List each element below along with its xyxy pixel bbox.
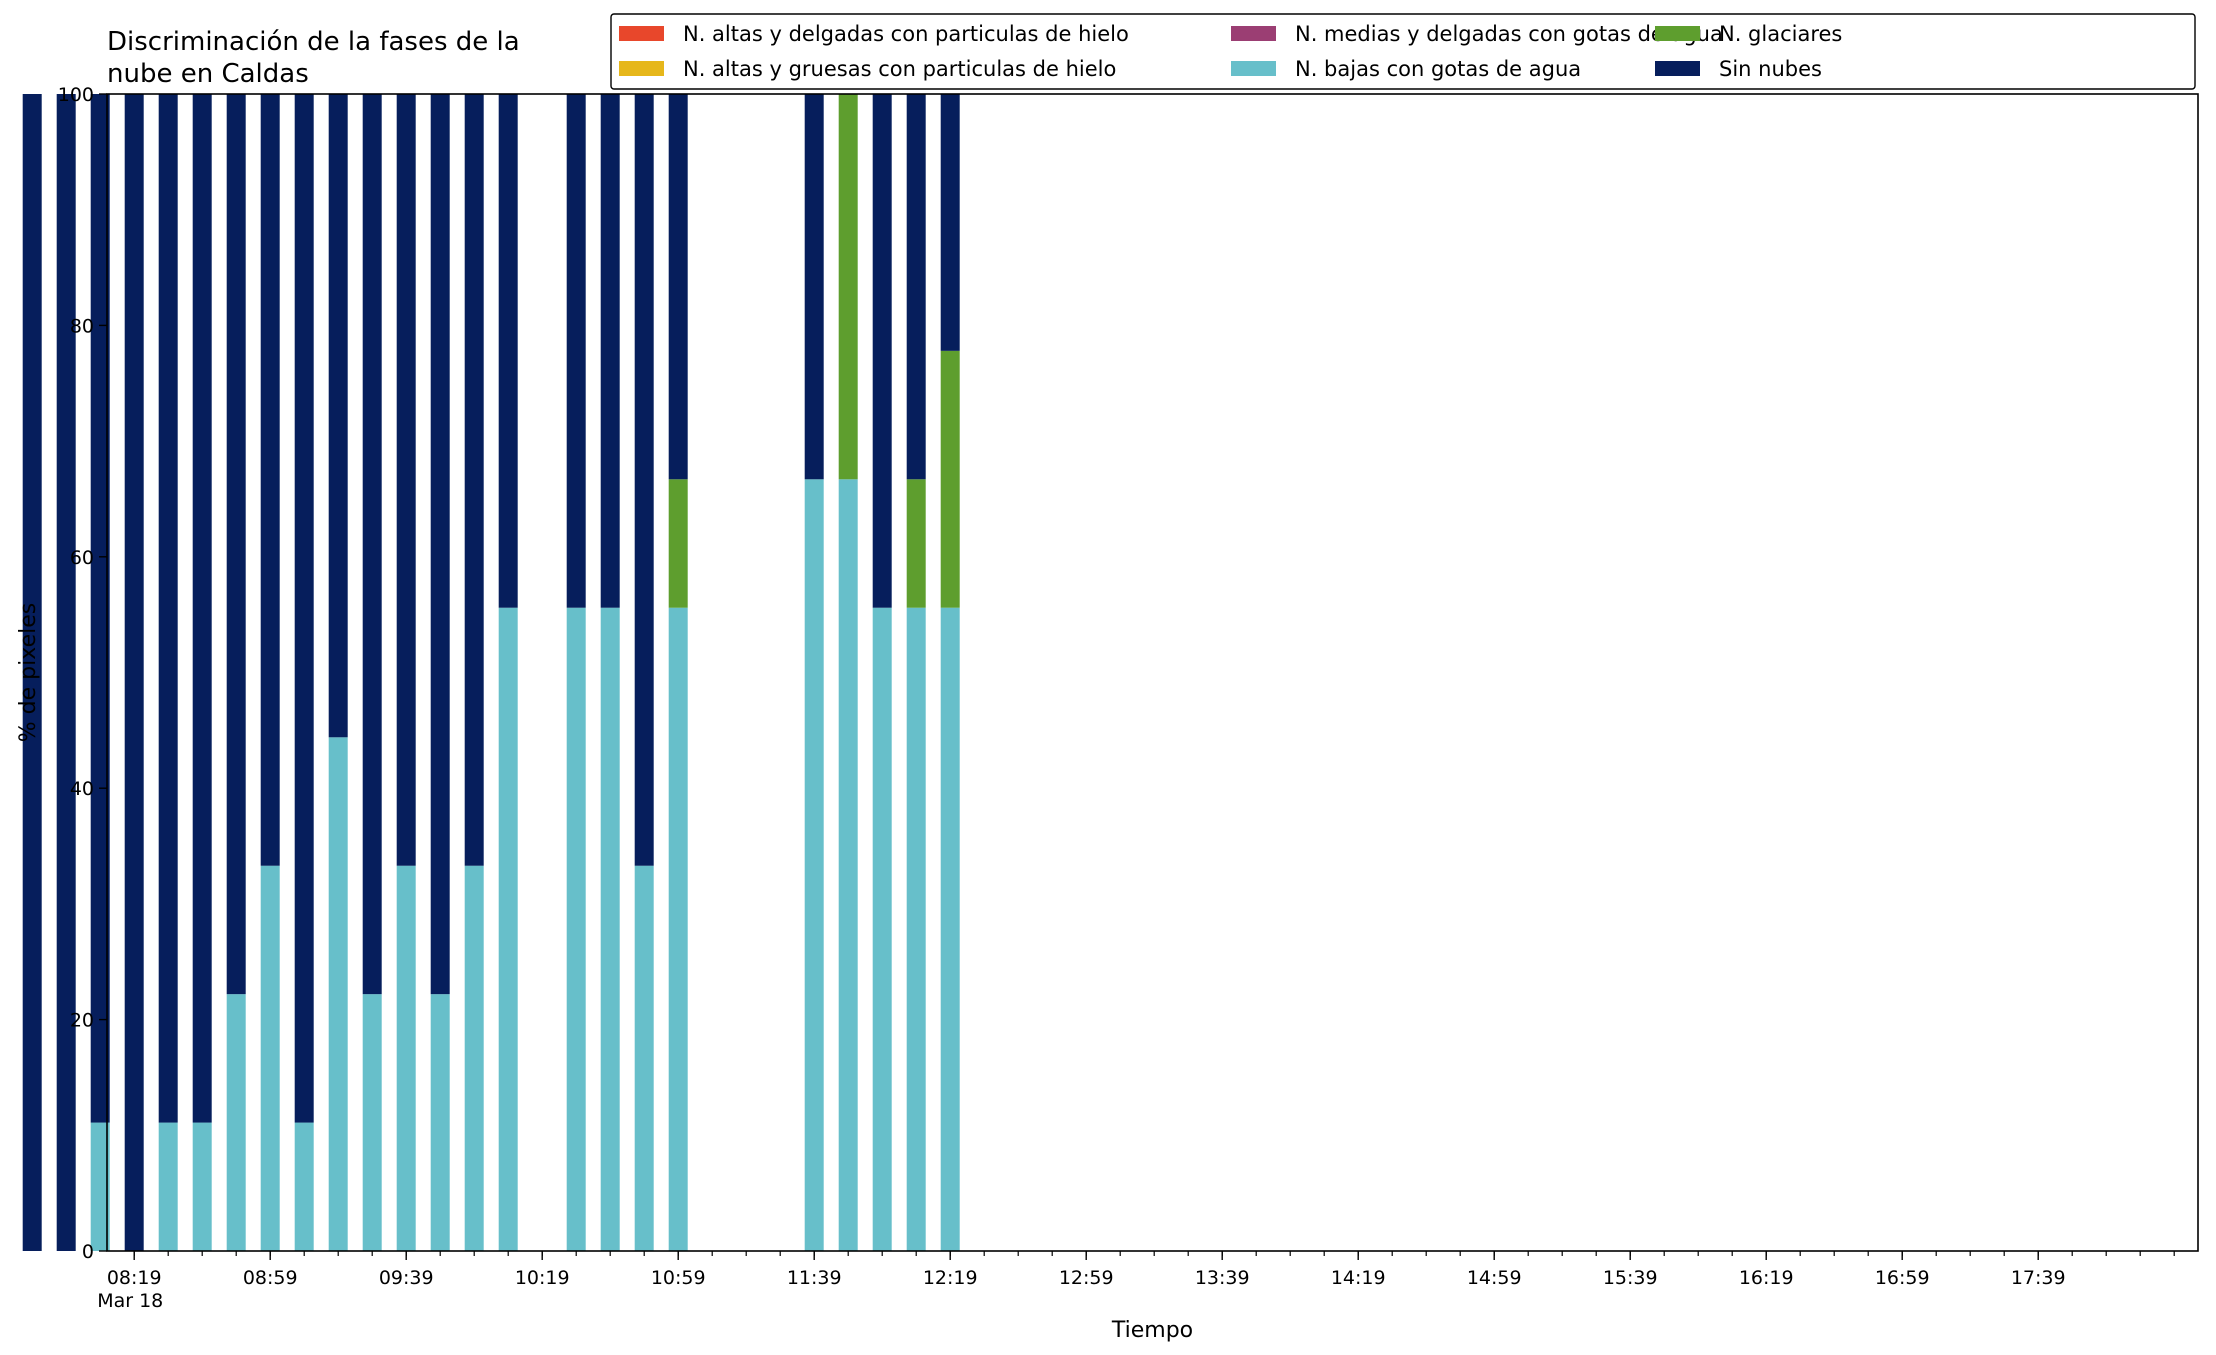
bar-segment-n-glaciares-1729 (906, 479, 926, 608)
bar-segment-sin-nubes-1349 (158, 94, 178, 1123)
bars (22, 94, 960, 1251)
bar-segment-sin-nubes-1359 (192, 94, 212, 1123)
x-tick-label: 08:59 (243, 1267, 298, 1289)
x-tick-label: 16:19 (1739, 1267, 1794, 1289)
legend-box (610, 13, 2196, 90)
chart-title-line: nube en Caldas (107, 59, 309, 89)
bar-segment-n-bajas-con-gotas-de-agua-1709 (838, 479, 858, 1251)
bar-segment-n-bajas-con-gotas-de-agua-1659 (804, 479, 824, 1251)
bar-segment-sin-nubes-1459 (396, 94, 416, 866)
bar-segment-sin-nubes-1529 (498, 94, 518, 608)
legend-swatch (1231, 26, 1276, 41)
x-tick-label: 14:59 (1467, 1267, 1522, 1289)
plot-frame (106, 93, 2199, 1252)
x-tick-label: 08:19 (107, 1267, 162, 1289)
bar-segment-sin-nubes-1559 (600, 94, 620, 608)
bar-segment-sin-nubes-1419 (260, 94, 280, 866)
legend-swatch (1655, 61, 1700, 76)
bar-segment-n-bajas-con-gotas-de-agua-1559 (600, 607, 620, 1251)
legend-label: N. glaciares (1719, 22, 1842, 46)
y-tick-label: 100 (58, 84, 94, 106)
x-tick-label: 11:39 (787, 1267, 842, 1289)
y-axis: 0 20 40 60 80 100 (58, 84, 107, 1263)
bar-segment-sin-nubes-1409 (226, 94, 246, 995)
legend-label: N. medias y delgadas con gotas de agua (1295, 22, 1723, 46)
bar-segment-sin-nubes-1309 (22, 94, 42, 1251)
bar-segment-n-bajas-con-gotas-de-agua-1429 (294, 1122, 314, 1251)
x-tick-label: 13:39 (1195, 1267, 1250, 1289)
y-tick-label: 40 (70, 778, 94, 800)
bar-segment-sin-nubes-1609 (634, 94, 654, 866)
bar-segment-n-glaciares-1739 (940, 350, 960, 608)
x-tick-label: 14:19 (1331, 1267, 1386, 1289)
chart-title-line: Discriminación de la fases de la (107, 27, 520, 57)
bar-segment-n-bajas-con-gotas-de-agua-1349 (158, 1122, 178, 1251)
bar-segment-n-bajas-con-gotas-de-agua-1719 (872, 607, 892, 1251)
bar-segment-sin-nubes-1729 (906, 94, 926, 480)
x-tick-label: 09:39 (379, 1267, 434, 1289)
x-tick-label: 10:59 (651, 1267, 706, 1289)
bar-segment-n-bajas-con-gotas-de-agua-1439 (328, 737, 348, 1251)
y-tick-label: 80 (70, 315, 94, 337)
legend-swatch (619, 61, 664, 76)
legend-label: Sin nubes (1719, 57, 1822, 81)
bar-segment-sin-nubes-1549 (566, 94, 586, 608)
x-tick-date-label: Mar 18 (97, 1290, 163, 1312)
bar-segment-n-glaciares-1619 (668, 479, 688, 608)
legend-label: N. altas y delgadas con particulas de hi… (683, 22, 1129, 46)
legend-swatch (619, 26, 664, 41)
bar-segment-n-bajas-con-gotas-de-agua-1519 (464, 865, 484, 1251)
bar-segment-sin-nubes-1659 (804, 94, 824, 480)
legend-swatch (1655, 26, 1700, 41)
bar-segment-n-bajas-con-gotas-de-agua-1449 (362, 994, 382, 1251)
y-axis-label: % de pixeles (16, 603, 41, 742)
bar-segment-n-bajas-con-gotas-de-agua-1609 (634, 865, 654, 1251)
bar-segment-n-bajas-con-gotas-de-agua-1549 (566, 607, 586, 1251)
bar-segment-sin-nubes-1339 (124, 94, 144, 1251)
bar-segment-n-bajas-con-gotas-de-agua-1409 (226, 994, 246, 1251)
bar-segment-sin-nubes-1449 (362, 94, 382, 995)
y-tick-label: 0 (82, 1241, 94, 1263)
y-tick-label: 20 (70, 1010, 94, 1032)
bar-segment-sin-nubes-1429 (294, 94, 314, 1123)
bar-segment-sin-nubes-1719 (872, 94, 892, 608)
bar-segment-n-glaciares-1709 (838, 94, 858, 480)
legend: N. altas y delgadas con particulas de hi… (610, 13, 2196, 90)
legend-label: N. bajas con gotas de agua (1295, 57, 1581, 81)
x-tick-label: 15:39 (1603, 1267, 1658, 1289)
x-tick-label: 12:59 (1059, 1267, 1114, 1289)
bar-segment-n-bajas-con-gotas-de-agua-1419 (260, 865, 280, 1251)
x-tick-label: 12:19 (923, 1267, 978, 1289)
bar-segment-n-bajas-con-gotas-de-agua-1329 (90, 1122, 110, 1251)
legend-label: N. altas y gruesas con particulas de hie… (683, 57, 1116, 81)
bar-segment-n-bajas-con-gotas-de-agua-1509 (430, 994, 450, 1251)
bar-segment-sin-nubes-1439 (328, 94, 348, 738)
bar-segment-n-bajas-con-gotas-de-agua-1739 (940, 607, 960, 1251)
bar-segment-n-bajas-con-gotas-de-agua-1729 (906, 607, 926, 1251)
bar-segment-sin-nubes-1319 (56, 94, 76, 1251)
x-tick-label: 17:39 (2011, 1267, 2066, 1289)
y-tick-label: 60 (70, 547, 94, 569)
bar-segment-sin-nubes-1509 (430, 94, 450, 995)
x-tick-label: 16:59 (1875, 1267, 1930, 1289)
bar-segment-sin-nubes-1329 (90, 94, 110, 1123)
bar-segment-sin-nubes-1739 (940, 94, 960, 351)
bar-segment-n-bajas-con-gotas-de-agua-1529 (498, 607, 518, 1251)
bar-segment-sin-nubes-1619 (668, 94, 688, 480)
legend-swatch (1231, 61, 1276, 76)
x-tick-label: 10:19 (515, 1267, 570, 1289)
bar-segment-n-bajas-con-gotas-de-agua-1619 (668, 607, 688, 1251)
bar-segment-n-bajas-con-gotas-de-agua-1359 (192, 1122, 212, 1251)
bar-segment-sin-nubes-1519 (464, 94, 484, 866)
bar-segment-n-bajas-con-gotas-de-agua-1459 (396, 865, 416, 1251)
x-axis-label: Tiempo (1111, 1318, 1193, 1343)
